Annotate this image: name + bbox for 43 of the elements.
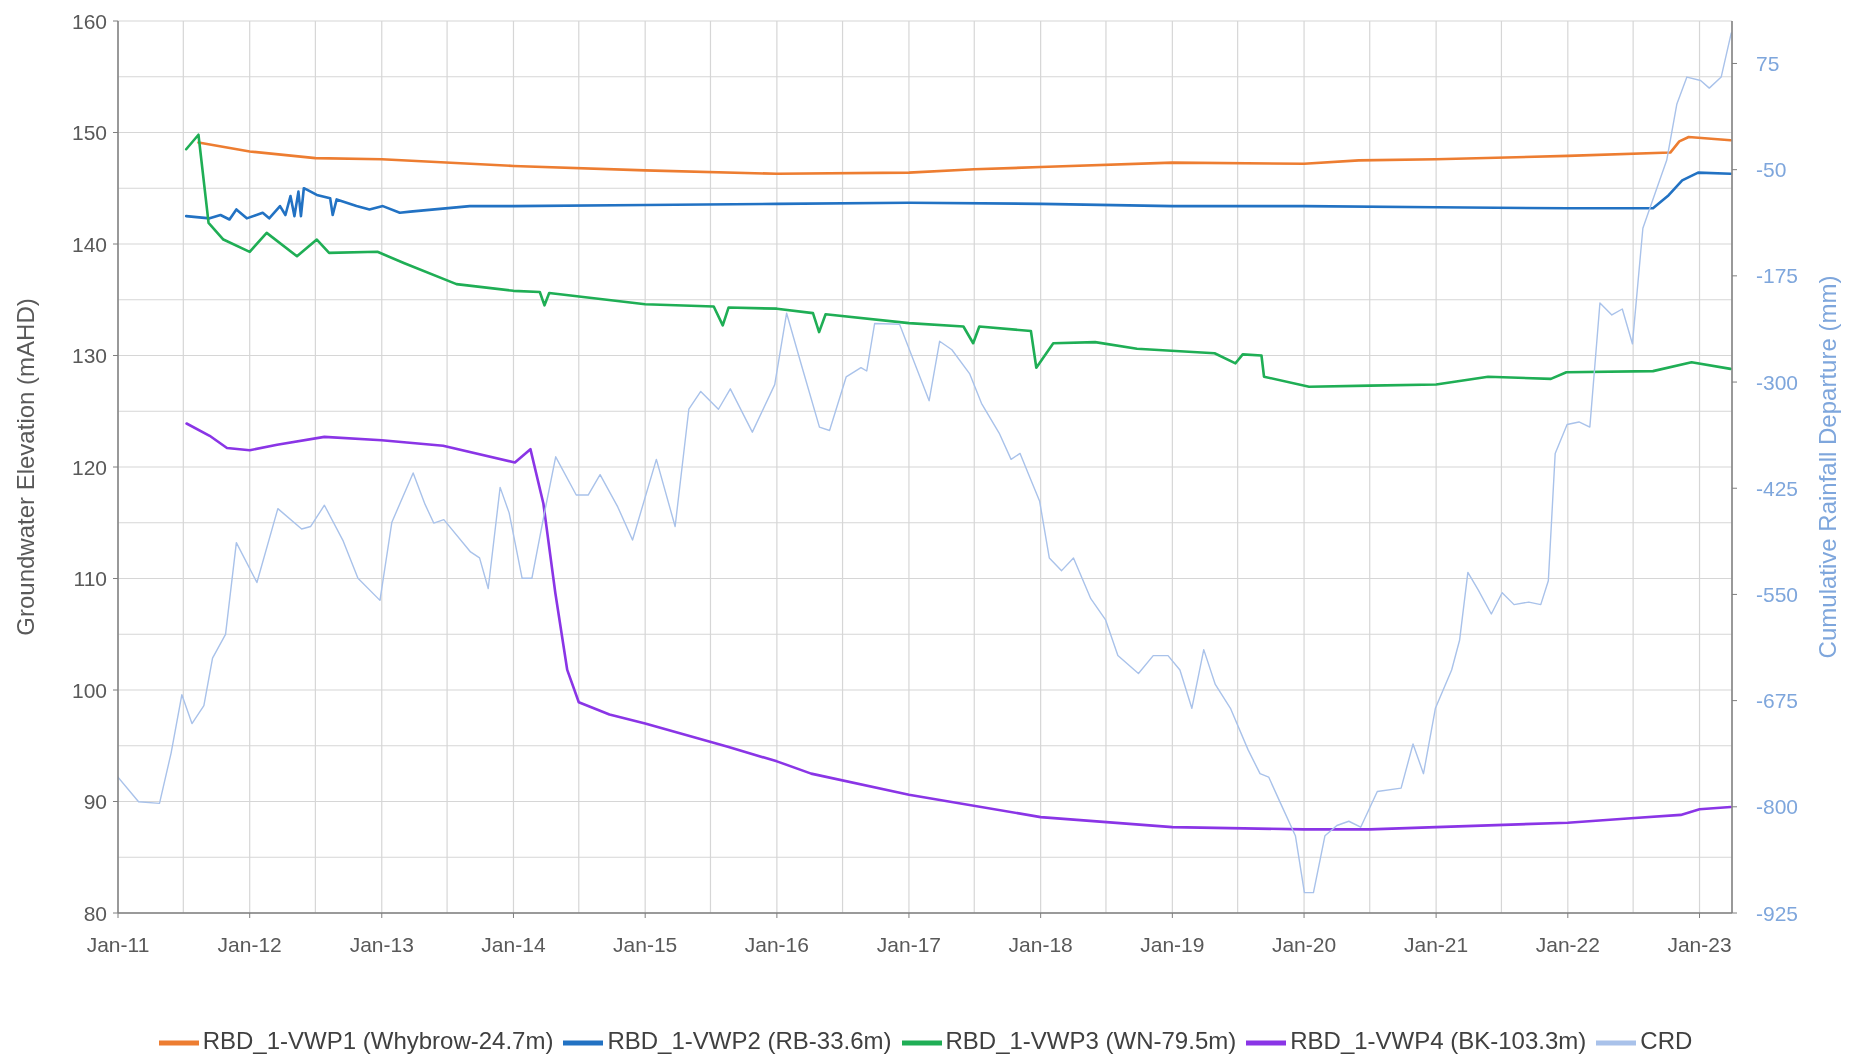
y2-tick-label: -175 <box>1756 264 1799 288</box>
y2-tick-label: -550 <box>1756 582 1799 606</box>
y-tick-label: 120 <box>71 455 107 479</box>
x-tick-label: Jan-20 <box>1271 933 1337 957</box>
legend-label: CRD <box>1640 1027 1693 1055</box>
legend-label: RBD_1-VWP2 (RB-33.6m) <box>607 1027 892 1055</box>
x-tick-label: Jan-16 <box>744 933 809 957</box>
y-tick-label: 100 <box>71 678 107 702</box>
y-tick-label: 80 <box>83 901 107 925</box>
y2-tick-label: -300 <box>1756 370 1799 394</box>
line-series <box>185 422 1732 831</box>
legend-label: RBD_1-VWP1 (Whybrow-24.7m) <box>202 1027 554 1055</box>
y-tick-label: 110 <box>73 567 107 591</box>
y-tick-label: 140 <box>71 232 107 256</box>
x-tick-label: Jan-11 <box>86 933 150 957</box>
x-tick-label: Jan-14 <box>481 933 546 957</box>
y-tick-label: 160 <box>71 9 107 33</box>
y2-tick-label: 75 <box>1756 52 1780 76</box>
legend-label: RBD_1-VWP4 (BK-103.3m) <box>1290 1027 1587 1055</box>
x-tick-label: Jan-13 <box>349 933 414 957</box>
y-axis-title: Groundwater Elevation (mAHD) <box>12 298 39 636</box>
x-tick-label: Jan-19 <box>1140 933 1205 957</box>
y2-tick-label: -50 <box>1756 158 1787 182</box>
legend-label: RBD_1-VWP3 (WN-79.5m) <box>945 1027 1237 1055</box>
x-tick-label: Jan-22 <box>1535 933 1600 957</box>
y2-tick-label: -675 <box>1756 689 1799 713</box>
y-tick-label: 130 <box>71 344 107 368</box>
x-tick-label: Jan-23 <box>1667 933 1732 957</box>
y-tick-label: 150 <box>71 121 107 145</box>
line-series <box>118 32 1732 894</box>
line-series <box>184 171 1732 221</box>
line-series <box>197 135 1732 176</box>
line-series <box>184 133 1732 389</box>
y-tick-label: 90 <box>83 790 107 814</box>
x-tick-label: Jan-12 <box>217 933 282 957</box>
x-tick-label: Jan-17 <box>876 933 942 957</box>
y2-tick-label: -925 <box>1756 901 1799 925</box>
x-tick-label: Jan-21 <box>1404 933 1469 957</box>
y2-axis-title: Cumulative Rainfall Departure (mm) <box>1814 275 1841 659</box>
x-tick-label: Jan-18 <box>1008 933 1073 957</box>
y2-tick-label: -800 <box>1756 795 1799 819</box>
x-tick-label: Jan-15 <box>613 933 678 957</box>
y2-tick-label: -425 <box>1756 476 1799 500</box>
